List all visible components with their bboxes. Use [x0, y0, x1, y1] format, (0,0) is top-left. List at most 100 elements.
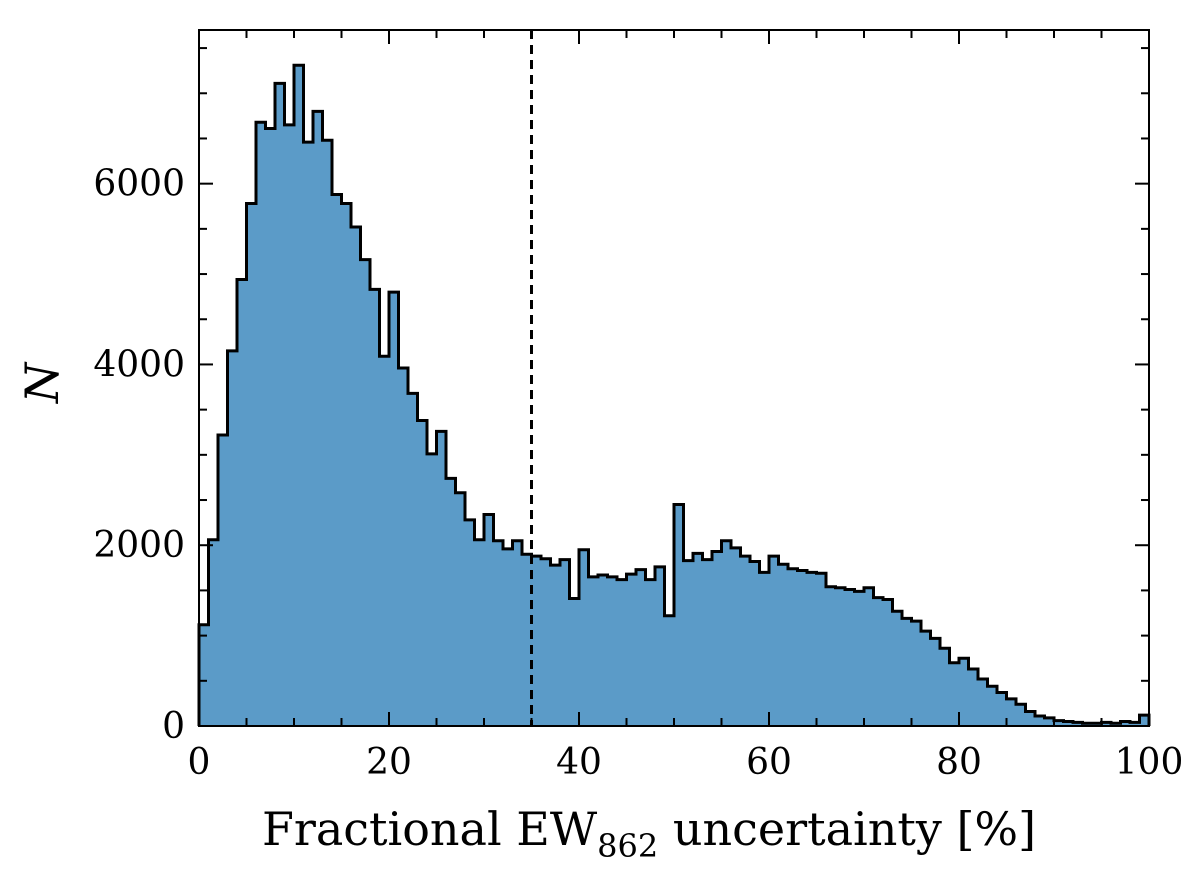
histogram-bar	[408, 393, 419, 726]
histogram-bar	[398, 368, 409, 726]
x-tick-label: 40	[556, 742, 602, 783]
x-tick-label: 80	[936, 742, 982, 783]
histogram-bar	[750, 561, 761, 726]
histogram-bar	[892, 611, 903, 726]
histogram-bar	[759, 572, 770, 726]
histogram-bar	[987, 686, 998, 726]
histogram-bar	[389, 292, 400, 726]
histogram-bar	[579, 549, 590, 726]
histogram-bar	[417, 420, 428, 726]
histogram-bar	[560, 559, 571, 726]
histogram-bar	[721, 540, 732, 726]
histogram-bar	[379, 356, 390, 726]
histogram-bar	[436, 431, 447, 726]
histogram-bar	[1054, 720, 1065, 726]
histogram-bar	[835, 587, 846, 726]
histogram-bar	[674, 504, 685, 726]
histogram-bar	[911, 621, 922, 726]
histogram-bar	[797, 570, 808, 726]
y-tick-labels: 0 2000 4000 6000	[93, 164, 185, 747]
histogram-bar	[978, 678, 989, 726]
histogram-bar	[693, 553, 704, 726]
histogram-bar	[997, 692, 1008, 726]
histogram-bar	[645, 579, 656, 726]
x-tick-label: 100	[1115, 742, 1184, 783]
histogram-bar	[550, 565, 561, 726]
histogram-bar	[1130, 722, 1141, 726]
histogram-bar	[531, 556, 542, 726]
histogram-bar	[512, 540, 523, 726]
histogram-bar	[902, 618, 913, 726]
histogram-bar	[227, 350, 238, 726]
histogram-bar	[778, 564, 789, 726]
histogram-bar	[930, 638, 941, 726]
histogram-bar	[731, 547, 742, 726]
histogram-bar	[275, 83, 286, 726]
histogram-bar	[636, 569, 647, 726]
histogram-bar	[845, 589, 856, 726]
histogram-bar	[949, 662, 960, 726]
histogram-bar	[712, 551, 723, 726]
histogram-bar	[484, 514, 495, 726]
x-tick-label: 0	[188, 742, 211, 783]
histogram-bar	[864, 587, 875, 726]
histogram-bar	[598, 575, 609, 726]
histogram-bar	[1139, 715, 1150, 726]
y-tick-label: 0	[162, 706, 185, 747]
histogram-bar	[1025, 711, 1036, 726]
histogram-outline	[197, 63, 1151, 726]
histogram-bar	[427, 453, 438, 726]
histogram-bar	[246, 203, 257, 727]
histogram-bar	[569, 598, 580, 726]
x-tick-label: 60	[746, 742, 792, 783]
histogram-bar	[873, 597, 884, 726]
histogram-bar	[959, 658, 970, 726]
axis-ticks	[198, 30, 1150, 727]
histogram-bar	[313, 111, 324, 726]
histogram-bar	[769, 556, 780, 726]
histogram-bar	[807, 572, 818, 726]
histogram-bar	[1044, 717, 1055, 726]
y-axis-label: N	[15, 361, 69, 404]
histogram-bar	[816, 573, 827, 726]
histogram-bar	[1101, 722, 1112, 726]
histogram-bar	[826, 586, 837, 726]
histogram-bar	[921, 631, 932, 726]
y-tick-label: 4000	[93, 344, 185, 385]
histogram-bar	[303, 142, 314, 726]
x-axis-label: Fractional EW862 uncertainty [%]	[262, 802, 1036, 865]
histogram-bar	[541, 558, 552, 726]
histogram-bar	[607, 576, 618, 726]
histogram-bar	[493, 540, 504, 726]
histogram-bar	[1035, 716, 1046, 726]
histogram-bar	[522, 554, 533, 726]
histogram-bar	[370, 289, 381, 726]
histogram-bar	[617, 579, 628, 726]
x-axis-label-main: Fractional EW	[262, 802, 598, 856]
x-axis-label-subscript: 862	[597, 827, 658, 865]
x-tick-label: 20	[366, 742, 412, 783]
histogram-bars	[199, 65, 1150, 727]
histogram-bar	[199, 624, 210, 726]
histogram-bar	[474, 539, 485, 726]
histogram-bar	[284, 124, 295, 727]
histogram-bar	[360, 259, 371, 726]
histogram-bar	[968, 669, 979, 726]
histogram-bar	[208, 539, 219, 726]
histogram-bar	[256, 122, 267, 727]
histogram-bar	[265, 128, 276, 727]
histogram-bar	[465, 519, 476, 726]
histogram-bar	[883, 599, 894, 726]
histogram-bar	[702, 559, 713, 726]
histogram-bar	[1016, 704, 1027, 726]
histogram-bar	[788, 568, 799, 726]
histogram-bar	[1073, 722, 1084, 726]
histogram-bar	[626, 574, 637, 726]
histogram-bar	[1063, 721, 1074, 726]
histogram-bar	[351, 227, 362, 726]
histogram-bar	[446, 478, 457, 726]
histogram-bar	[294, 65, 305, 726]
y-tick-label: 6000	[93, 164, 185, 205]
histogram-bar	[940, 648, 951, 726]
